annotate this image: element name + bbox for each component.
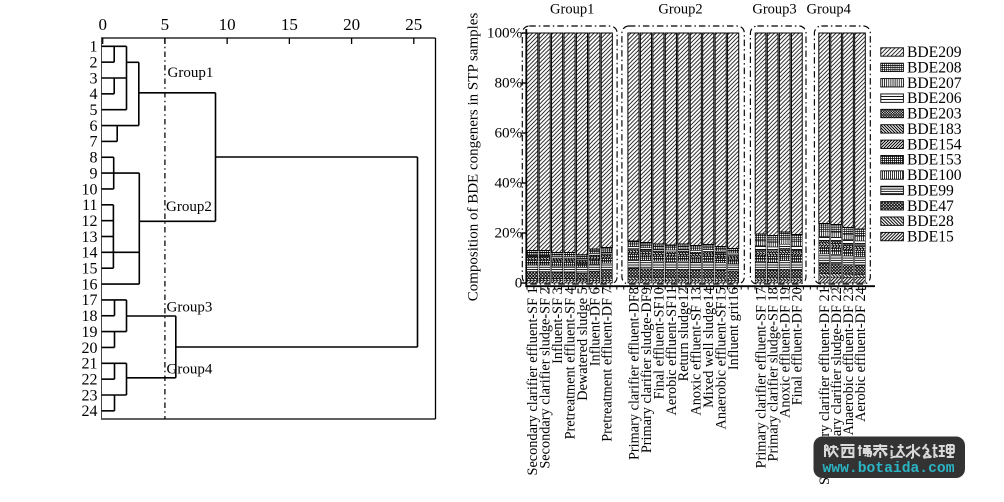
svg-text:0: 0: [515, 274, 523, 291]
svg-text:BDE28: BDE28: [907, 213, 954, 230]
svg-text:21: 21: [82, 356, 98, 373]
svg-text:11: 11: [82, 197, 97, 214]
svg-text:BDE203: BDE203: [907, 106, 962, 123]
svg-text:Anaerobic effluent-SF15: Anaerobic effluent-SF15: [714, 287, 730, 429]
svg-text:9: 9: [90, 165, 98, 182]
svg-text:23: 23: [82, 387, 98, 404]
svg-text:Secondary clarifier sludge-SF: Secondary clarifier sludge-SF 2: [538, 287, 554, 468]
svg-text:5: 5: [90, 102, 98, 119]
svg-text:BDE183: BDE183: [907, 121, 962, 138]
svg-text:20: 20: [343, 15, 360, 34]
svg-text:BDE99: BDE99: [907, 182, 954, 199]
svg-text:Group1: Group1: [550, 2, 594, 18]
svg-text:13: 13: [82, 229, 98, 246]
svg-text:BDE209: BDE209: [907, 44, 962, 61]
svg-text:BDE207: BDE207: [907, 75, 962, 92]
svg-text:10: 10: [82, 181, 98, 198]
svg-text:Group3: Group3: [167, 300, 213, 316]
svg-text:18: 18: [82, 308, 98, 325]
svg-text:40%: 40%: [494, 174, 522, 191]
svg-text:22: 22: [82, 371, 98, 388]
svg-text:Secondary clarifier effluent-D: Secondary clarifier effluent-DF 21: [817, 287, 833, 485]
svg-text:Primary clarifier sludge-DF9: Primary clarifier sludge-DF9: [639, 287, 655, 453]
svg-text:10: 10: [219, 15, 236, 34]
svg-text:BDE154: BDE154: [907, 136, 962, 153]
svg-text:5: 5: [161, 15, 170, 34]
svg-text:BDE208: BDE208: [907, 59, 962, 76]
svg-text:Final effluent-DF 20: Final effluent-DF 20: [790, 287, 806, 405]
svg-text:Group1: Group1: [168, 65, 214, 81]
svg-text:16: 16: [82, 276, 98, 293]
svg-text:Group4: Group4: [167, 362, 213, 378]
svg-text:100%: 100%: [487, 24, 523, 41]
svg-text:Influent-DF 6: Influent-DF 6: [587, 287, 603, 366]
svg-text:60%: 60%: [494, 124, 522, 141]
svg-text:4: 4: [90, 86, 98, 103]
svg-text:Primary clarifier effluent-SF: Primary clarifier effluent-SF 17: [753, 287, 769, 468]
svg-text:15: 15: [82, 261, 98, 278]
svg-text:20: 20: [82, 340, 98, 357]
svg-text:24: 24: [82, 403, 98, 420]
svg-text:12: 12: [82, 213, 98, 230]
svg-text:Mixed well sludge14: Mixed well sludge14: [701, 287, 717, 408]
svg-text:6: 6: [90, 118, 98, 135]
svg-text:BDE153: BDE153: [907, 152, 962, 169]
svg-text:Influent grit16: Influent grit16: [726, 287, 742, 370]
svg-text:Primary clarifier sludge-SF 18: Primary clarifier sludge-SF 18: [766, 287, 782, 461]
svg-text:Group2: Group2: [166, 199, 212, 215]
svg-text:0: 0: [98, 15, 107, 34]
svg-text:14: 14: [82, 245, 98, 262]
svg-text:BDE206: BDE206: [907, 90, 962, 107]
svg-text:19: 19: [82, 324, 98, 341]
svg-text:Group2: Group2: [658, 2, 702, 18]
svg-text:BDE100: BDE100: [907, 167, 962, 184]
svg-text:Pretreatment effluent-SF 4: Pretreatment effluent-SF 4: [562, 287, 578, 439]
svg-text:1: 1: [90, 39, 98, 56]
svg-text:Secondary clarifier sludge-DF: Secondary clarifier sludge-DF 22: [829, 287, 845, 478]
svg-text:Aerobic effluent-SF11: Aerobic effluent-SF11: [664, 287, 680, 415]
svg-text:www.botaida.com: www.botaida.com: [823, 461, 955, 477]
svg-text:3: 3: [90, 70, 98, 87]
svg-text:20%: 20%: [494, 224, 522, 241]
svg-text:Group4: Group4: [807, 2, 852, 18]
svg-text:Final effluent-SF10: Final effluent-SF10: [651, 287, 667, 399]
svg-text:Group3: Group3: [752, 2, 796, 18]
svg-text:Primary clarifier effluent-DF8: Primary clarifier effluent-DF8: [626, 287, 642, 460]
svg-text:2: 2: [90, 54, 98, 71]
svg-text:Return sludge12: Return sludge12: [676, 287, 692, 381]
svg-text:8: 8: [90, 150, 98, 167]
svg-text:BDE15: BDE15: [907, 229, 954, 246]
svg-text:Anoxic effluent-DF 19: Anoxic effluent-DF 19: [778, 287, 794, 418]
svg-text:17: 17: [82, 292, 98, 309]
svg-text:Influent-SF 3: Influent-SF 3: [550, 287, 566, 364]
svg-text:BDE47: BDE47: [907, 198, 954, 215]
svg-text:7: 7: [90, 134, 98, 151]
svg-text:Pretreatment effluent-DF 7: Pretreatment effluent-DF 7: [600, 287, 616, 442]
svg-text:25: 25: [405, 15, 422, 34]
svg-text:15: 15: [281, 15, 298, 34]
svg-text:Anoxic effluent-SF 13: Anoxic effluent-SF 13: [689, 287, 705, 415]
svg-text:Dewatered sludge 5: Dewatered sludge 5: [575, 287, 591, 401]
svg-text:Composition of BDE congeners i: Composition of BDE congeners in STP samp…: [466, 13, 482, 302]
svg-text:Secondary clarifier effluent-S: Secondary clarifier effluent-SF 1: [525, 287, 541, 475]
svg-text:Aerobic effluent-DF 24: Aerobic effluent-DF 24: [853, 287, 869, 422]
svg-text:80%: 80%: [494, 74, 522, 91]
svg-text:Anaerobic effluent-DF 23: Anaerobic effluent-DF 23: [841, 287, 857, 435]
